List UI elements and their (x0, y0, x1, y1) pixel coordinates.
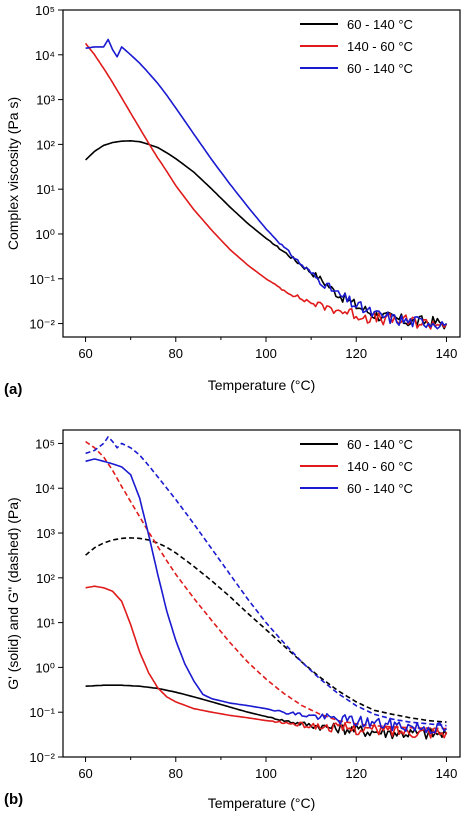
y-tick-label: 10⁴ (35, 481, 55, 496)
x-axis-title: Temperature (°C) (208, 795, 316, 811)
series-group (84, 38, 448, 330)
y-axis-title: Complex viscosity (Pa s) (5, 97, 21, 250)
y-tick-label: 10¹ (36, 616, 55, 631)
y-tick-label: 10⁻¹ (29, 272, 55, 287)
x-tick-label: 60 (78, 346, 92, 361)
y-axis-title: G' (solid) and G'' (dashed) (Pa) (5, 497, 21, 689)
y-tick-label: 10³ (36, 526, 55, 541)
y-tick-label: 10⁻² (29, 750, 55, 765)
series-line-2-dashed (85, 537, 447, 723)
plot-frame (62, 9, 461, 338)
panel-label: (a) (4, 381, 22, 398)
chart-panel-2: 60 80 100 120 140 10⁻² 10⁻¹ 10⁰ 10¹ 10² 10³ 10⁴ 10⁵ T… (4, 429, 461, 811)
plot-frame (62, 429, 461, 758)
legend-label: 60 - 140 °C (347, 437, 413, 452)
series-line-5-solid (85, 458, 448, 734)
y-tick-label: 10⁻² (29, 317, 55, 332)
y-tick-label: 10³ (36, 93, 55, 108)
legend-label: 60 - 140 °C (347, 481, 413, 496)
y-tick-label: 10² (36, 137, 55, 152)
x-axis-title: Temperature (°C) (208, 377, 316, 393)
legend-label: 60 - 140 °C (347, 17, 413, 32)
y-tick-label: 10² (36, 571, 55, 586)
x-tick-label: 80 (169, 346, 183, 361)
series-line-3-solid (85, 585, 448, 739)
series-group (85, 436, 448, 740)
y-tick-label: 10⁵ (35, 436, 55, 451)
x-tick-label: 120 (345, 766, 367, 781)
y-tick-label: 10¹ (36, 182, 55, 197)
y-tick-label: 10⁴ (35, 48, 55, 63)
legend-label: 60 - 140 °C (347, 61, 413, 76)
y-tick-label: 10⁻¹ (29, 705, 55, 720)
x-tick-label: 140 (436, 766, 458, 781)
chart-panel-1: 60 80 100 120 140 10⁻² 10⁻¹ 10⁰ 10¹ 10² 10³ 10⁴ 10⁵ T… (4, 3, 461, 398)
legend: 60 - 140 °C 140 - 60 °C 60 - 140 °C (300, 437, 413, 496)
panel-label: (b) (4, 791, 23, 808)
series-line-2-solid (84, 42, 448, 330)
series-line-1-solid (85, 684, 448, 740)
legend-label: 140 - 60 °C (347, 459, 413, 474)
legend: 60 - 140 °C 140 - 60 °C 60 - 140 °C (300, 17, 413, 76)
x-tick-label: 100 (255, 346, 277, 361)
x-tick-label: 140 (436, 346, 458, 361)
x-tick-label: 100 (255, 766, 277, 781)
x-tick-label: 60 (78, 766, 92, 781)
series-line-3-solid (85, 38, 447, 330)
legend-label: 140 - 60 °C (347, 39, 413, 54)
x-tick-label: 80 (169, 766, 183, 781)
y-tick-label: 10⁰ (35, 227, 55, 242)
y-tick-label: 10⁰ (35, 660, 55, 675)
series-line-6-dashed (85, 436, 447, 727)
series-line-1-solid (85, 140, 448, 330)
series-line-4-dashed (85, 440, 447, 730)
x-tick-label: 120 (345, 346, 367, 361)
y-tick-label: 10⁵ (35, 3, 55, 18)
